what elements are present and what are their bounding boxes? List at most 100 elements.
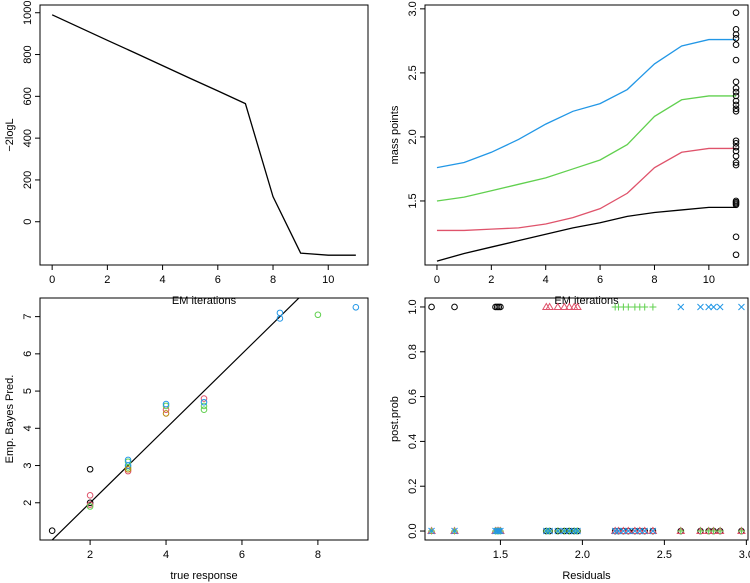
point	[497, 303, 504, 311]
panel: 2 4 6 8 2 3 4 5 6 7 true response Emp. Bayes Pred.	[4, 297, 369, 582]
point	[542, 527, 550, 535]
point	[732, 108, 740, 115]
y-axis-label: mass points	[389, 105, 401, 164]
point	[641, 527, 649, 535]
series-line	[436, 95, 737, 202]
y-tick-label: 0.8	[407, 344, 419, 359]
point	[492, 527, 499, 535]
y-tick-label: 2.5	[407, 65, 419, 80]
y-tick-label: 1.0	[407, 299, 419, 314]
point	[732, 147, 740, 155]
point	[497, 527, 504, 535]
panel: 0 2 4 6 8 10 0 200 400 600 800 1000 EM iterations −2l…	[4, 0, 369, 307]
y-tick-label: 0.0	[407, 523, 419, 538]
point	[710, 527, 718, 535]
point	[635, 526, 645, 535]
point	[732, 143, 740, 151]
point	[553, 302, 563, 310]
point	[200, 406, 208, 413]
y-tick-label: 2.0	[407, 129, 419, 144]
series-line	[436, 38, 737, 169]
y-tick-label: 3	[22, 462, 34, 468]
point	[677, 303, 685, 311]
x-tick-label: 10	[703, 274, 715, 286]
x-tick-label: 4	[543, 274, 549, 286]
point	[732, 88, 740, 96]
reference-line	[51, 298, 300, 540]
plot-box	[424, 4, 749, 266]
x-axis-label: Residuals	[562, 570, 611, 582]
y-tick-label: 3.0	[407, 1, 419, 16]
x-axis-label: EM iterations	[172, 295, 237, 307]
point	[738, 303, 745, 311]
point	[732, 35, 740, 42]
point	[649, 527, 657, 535]
point	[641, 303, 649, 311]
point	[623, 526, 633, 535]
series-line	[51, 14, 356, 256]
point	[124, 456, 132, 464]
point	[451, 303, 458, 311]
point	[631, 527, 639, 535]
y-tick-label: 6	[22, 351, 34, 357]
x-tick-label: 0	[434, 274, 440, 286]
point	[732, 140, 740, 147]
y-tick-label: 7	[22, 314, 34, 320]
plot-box	[424, 297, 749, 541]
point	[696, 527, 704, 535]
point	[314, 311, 322, 319]
point	[565, 527, 573, 535]
point	[732, 78, 740, 86]
point	[451, 527, 458, 535]
point	[86, 503, 94, 510]
y-axis-label: −2logL	[4, 118, 16, 151]
point	[162, 402, 170, 410]
plot-box	[39, 297, 369, 541]
x-axis-label: EM iterations	[554, 295, 619, 307]
point	[619, 526, 628, 535]
point	[716, 527, 724, 535]
y-axis-label: Emp. Bayes Pred.	[4, 375, 16, 464]
point	[276, 315, 284, 322]
panel: 0 2 4 6 8 10 1.5 2.0 2.5 3.0 EM iterations mass poi…	[389, 1, 749, 307]
x-tick-label: 8	[315, 549, 321, 561]
point	[710, 303, 717, 311]
point	[737, 527, 745, 535]
point	[86, 492, 94, 499]
point	[162, 410, 170, 417]
point	[636, 527, 644, 535]
point	[428, 527, 435, 535]
point	[611, 527, 619, 535]
point	[86, 501, 94, 508]
point	[640, 526, 650, 535]
point	[554, 527, 562, 535]
y-tick-label: 200	[22, 171, 34, 189]
point	[162, 400, 170, 408]
y-axis-label: post.prob	[389, 396, 401, 442]
point	[614, 526, 623, 535]
x-tick-label: 6	[215, 274, 221, 286]
x-tick-label: 0	[49, 274, 55, 286]
point	[732, 251, 740, 259]
point	[86, 499, 94, 507]
x-tick-label: 2.5	[657, 549, 672, 561]
y-tick-label: 0.6	[407, 389, 419, 404]
point	[732, 26, 740, 33]
x-tick-label: 1.5	[493, 549, 508, 561]
point	[732, 9, 740, 16]
x-tick-label: 4	[163, 549, 169, 561]
x-tick-label: 10	[322, 274, 334, 286]
panel: 1.5 2.0 2.5 3.0 0.0 0.2 0.4 0.6 0.8 1.0 Residuals p…	[389, 297, 750, 582]
x-tick-label: 2	[104, 274, 110, 286]
point	[732, 101, 740, 109]
point	[630, 526, 640, 535]
x-tick-label: 4	[160, 274, 166, 286]
y-tick-label: 600	[22, 87, 34, 105]
point	[716, 303, 724, 311]
point	[732, 161, 740, 169]
point	[624, 303, 632, 311]
y-tick-label: 800	[22, 45, 34, 63]
y-tick-label: 2	[22, 500, 34, 506]
point	[124, 465, 132, 473]
